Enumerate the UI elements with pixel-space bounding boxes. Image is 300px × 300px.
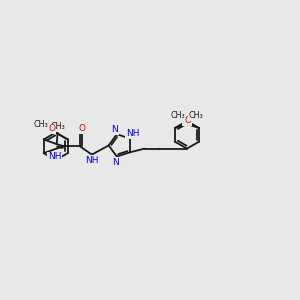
Text: O: O: [48, 124, 56, 133]
Text: N: N: [112, 125, 118, 134]
Text: NH: NH: [85, 156, 99, 165]
Text: NH: NH: [48, 152, 61, 161]
Text: CH₃: CH₃: [33, 120, 48, 129]
Text: CH₃: CH₃: [50, 122, 65, 131]
Text: NH: NH: [126, 129, 140, 138]
Text: O: O: [182, 116, 190, 125]
Text: CH₃: CH₃: [170, 111, 185, 120]
Text: O: O: [184, 116, 191, 125]
Text: O: O: [79, 124, 86, 133]
Text: CH₃: CH₃: [189, 111, 203, 120]
Text: N: N: [112, 158, 119, 166]
